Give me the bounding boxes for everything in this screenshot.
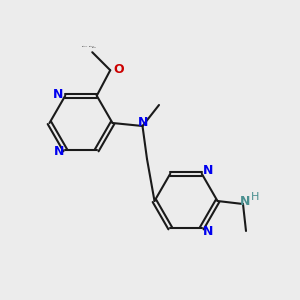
Text: methyl: methyl xyxy=(92,46,97,48)
Text: N: N xyxy=(52,88,63,101)
Text: N: N xyxy=(202,164,213,177)
Text: H: H xyxy=(251,192,259,203)
Text: N: N xyxy=(53,145,64,158)
Text: O: O xyxy=(113,63,124,76)
Text: N: N xyxy=(240,195,250,208)
Text: N: N xyxy=(138,116,148,129)
Text: N: N xyxy=(202,225,213,238)
Text: methoxy: methoxy xyxy=(88,46,95,47)
Text: methoxy: methoxy xyxy=(82,46,88,47)
